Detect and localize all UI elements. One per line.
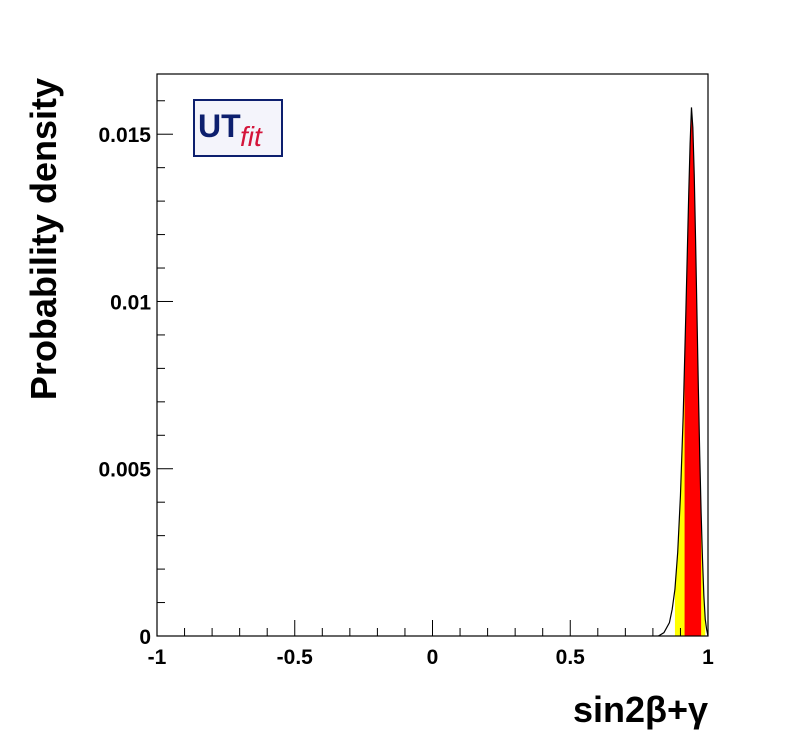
y-tick-label: 0.015 [98,124,151,147]
logo-sub: fit [240,121,263,152]
utfit-logo: UT fit [193,99,283,157]
x-axis-label: sin2β+γ [573,689,708,730]
density-curve [658,107,709,637]
probability-regions [674,107,706,636]
axis-ticks [156,100,709,637]
x-tick-label: -1 [148,646,167,669]
y-axis-label: Probability density [23,78,64,400]
region-inner [684,107,702,636]
y-tick-label: 0.01 [110,291,151,314]
y-tick-label: 0 [139,626,151,649]
x-tick-label: 0 [427,646,439,669]
plot-frame [156,73,709,637]
tick-labels: -1 -0.5 0 0.5 1 0 0.005 0.01 0.015 [98,124,714,669]
x-tick-label: 1 [702,646,714,669]
logo-main: UT [198,108,241,144]
y-tick-label: 0.005 [98,459,151,482]
logo-frame [193,99,283,157]
x-tick-label: -0.5 [277,646,314,669]
x-tick-label: 0.5 [556,646,586,669]
